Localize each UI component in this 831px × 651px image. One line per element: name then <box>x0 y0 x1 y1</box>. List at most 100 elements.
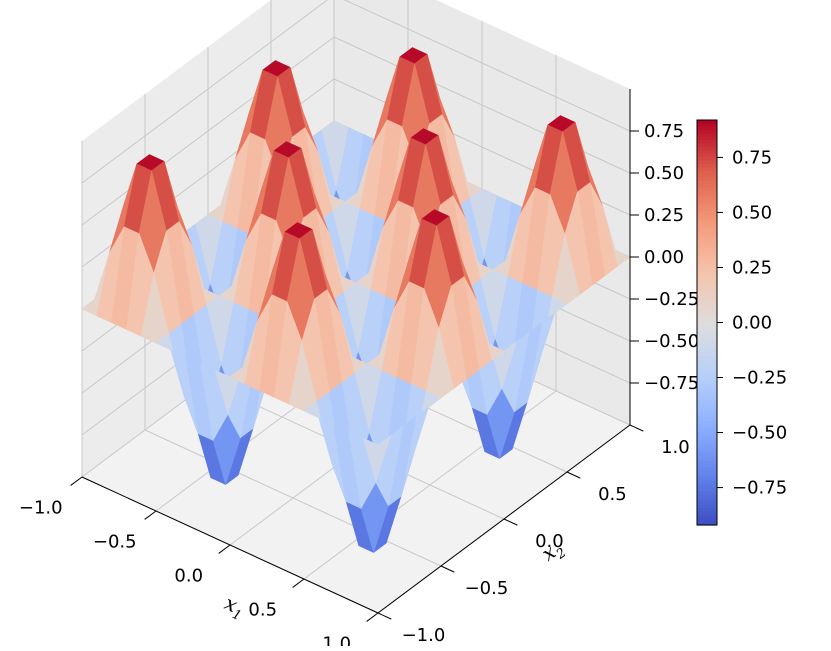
colorbar-segment <box>697 285 717 290</box>
colorbar-segment <box>697 217 717 222</box>
colorbar-segment <box>697 349 717 354</box>
x1-tick <box>366 612 379 622</box>
colorbar-segment <box>697 403 717 408</box>
colorbar-segment <box>697 309 717 313</box>
colorbar-segment <box>697 504 717 509</box>
x1-tick-label: 0.5 <box>248 599 277 620</box>
colorbar-segment <box>697 423 717 428</box>
colorbar-segment <box>697 406 717 411</box>
colorbar-segment <box>697 170 717 175</box>
colorbar-segment <box>697 150 717 155</box>
colorbar-segment <box>697 410 717 415</box>
colorbar-segment <box>697 174 717 178</box>
colorbar-segment <box>697 386 717 391</box>
axis-lines-and-ticks <box>70 89 644 622</box>
colorbar-segment <box>697 255 717 259</box>
colorbar-segment <box>697 224 717 229</box>
colorbar-segment <box>697 477 717 482</box>
colorbar-segment <box>697 187 717 192</box>
colorbar-segment <box>697 329 717 334</box>
x2-tick <box>503 518 518 526</box>
x1-axis-label: x1 <box>219 591 248 625</box>
colorbar-segment <box>697 373 717 378</box>
colorbar-segment <box>697 481 717 486</box>
x1-tick <box>292 578 305 588</box>
surface-patch <box>362 435 391 483</box>
grid-line-x2-floor <box>144 429 442 567</box>
colorbar-segment <box>697 201 717 205</box>
colorbar-segment <box>697 339 717 344</box>
grid-line-z-leftwall <box>81 36 335 226</box>
colorbar-segment <box>697 221 717 226</box>
colorbar-segment <box>697 133 717 138</box>
colorbar-tick-label: 0.00 <box>732 313 772 334</box>
x1-tick <box>70 476 83 486</box>
colorbar-segment <box>697 197 717 202</box>
colorbar-tick-label: −0.75 <box>732 478 787 499</box>
grid-line-z-leftwall <box>81 0 329 184</box>
colorbar-segment <box>697 518 717 523</box>
colorbar-segment <box>697 163 717 168</box>
colorbar-segment <box>697 319 717 324</box>
colorbar-segment <box>697 153 717 158</box>
colorbar-segment <box>697 467 717 472</box>
colorbar-segment <box>697 498 717 502</box>
colorbar-segment <box>697 234 717 239</box>
x2-tick-label: −0.5 <box>465 578 509 599</box>
x2-tick-label: 0.5 <box>598 484 627 505</box>
colorbar-segment <box>697 322 717 327</box>
colorbar-segment <box>697 450 717 455</box>
colorbar-segment <box>697 190 717 195</box>
colorbar-segment <box>697 457 717 462</box>
colorbar-segment <box>697 282 717 286</box>
z-tick-label: 0.50 <box>644 163 684 184</box>
colorbar-segment <box>697 312 717 317</box>
colorbar-tick-label: 0.50 <box>732 202 772 223</box>
colorbar-segment <box>697 278 717 283</box>
colorbar-segment <box>697 363 717 367</box>
colorbar-segment <box>697 390 717 394</box>
colorbar-segment <box>697 228 717 232</box>
colorbar-segment <box>697 305 717 310</box>
colorbar-segment <box>697 207 717 212</box>
colorbar-segment <box>697 261 717 266</box>
colorbar-segment <box>697 248 717 253</box>
colorbar-segment <box>697 204 717 209</box>
grid-line-z-backwall <box>343 0 631 132</box>
colorbar-segment <box>697 130 717 135</box>
colorbar-segment <box>697 244 717 249</box>
colorbar-segment <box>697 211 717 216</box>
colorbar-segment <box>697 501 717 506</box>
colorbar-segment <box>697 295 717 300</box>
colorbar-segment <box>697 383 717 388</box>
colorbar-segment <box>697 464 717 469</box>
colorbar-segment <box>697 427 717 432</box>
colorbar-segment <box>697 167 717 172</box>
colorbar-segment <box>697 508 717 513</box>
axis-labels: −1.0 −0.5 0.0 0.5 1.0 −1.0 −0.5 0.0 0.5 1.0 −0.75 −… <box>19 121 699 651</box>
colorbar-segment <box>697 143 717 148</box>
z-tick-label: −0.50 <box>644 331 699 352</box>
colorbar-segment <box>697 140 717 145</box>
colorbar-segment <box>697 379 717 384</box>
colorbar-segment <box>697 474 717 479</box>
x1-tick <box>218 544 231 554</box>
colorbar-segment <box>697 214 717 219</box>
colorbar-segment <box>697 136 717 141</box>
colorbar-segment <box>697 120 717 124</box>
colorbar-segment <box>697 440 717 445</box>
colorbar-segment <box>697 265 717 270</box>
colorbar-segment <box>697 511 717 516</box>
colorbar-segment <box>697 430 717 435</box>
colorbar-segment <box>697 184 717 189</box>
colorbar-segment <box>697 238 717 243</box>
colorbar-segment <box>697 251 717 256</box>
colorbar-segment <box>697 491 717 496</box>
x1-tick-label: 1.0 <box>322 633 351 646</box>
surface-mesh <box>81 47 631 553</box>
colorbar-segment <box>697 396 717 401</box>
colorbar-segment <box>697 356 717 361</box>
colorbar-segment <box>697 268 717 273</box>
x1-tick-label: −1.0 <box>19 497 63 518</box>
